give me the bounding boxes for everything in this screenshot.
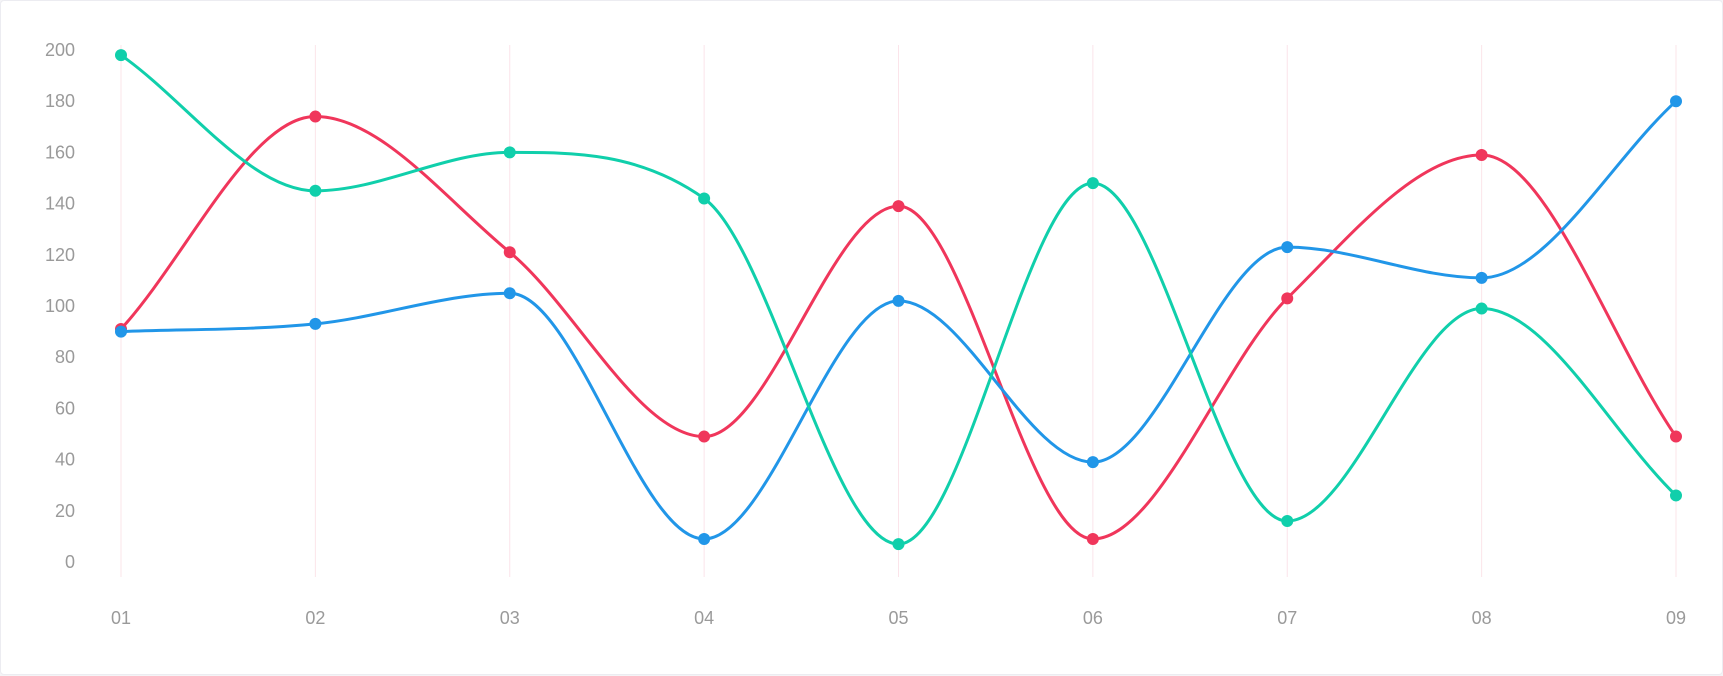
x-tick-label: 09 xyxy=(1666,608,1686,628)
series-2-point-05[interactable] xyxy=(892,294,905,307)
series-3-point-05[interactable] xyxy=(892,538,905,551)
series-2 xyxy=(115,95,1682,545)
y-tick-label: 20 xyxy=(55,501,75,521)
series-2-point-06[interactable] xyxy=(1086,456,1099,469)
x-tick-label: 05 xyxy=(888,608,908,628)
series-3-point-04[interactable] xyxy=(698,192,711,205)
series-3-point-03[interactable] xyxy=(503,146,516,159)
series-1-point-09[interactable] xyxy=(1670,430,1682,443)
series-1-point-08[interactable] xyxy=(1475,148,1488,161)
series-1-point-07[interactable] xyxy=(1281,292,1294,305)
series-1-point-02[interactable] xyxy=(309,110,322,123)
x-tick-label: 08 xyxy=(1472,608,1492,628)
series-3-point-07[interactable] xyxy=(1281,515,1294,528)
x-tick-label: 03 xyxy=(500,608,520,628)
series-2-point-03[interactable] xyxy=(503,287,516,300)
series-3-point-08[interactable] xyxy=(1475,302,1488,315)
y-tick-label: 120 xyxy=(45,245,75,265)
x-axis: 01 02 03 04 05 06 07 08 09 xyxy=(111,608,1686,628)
y-tick-label: 160 xyxy=(45,142,75,162)
x-tick-label: 04 xyxy=(694,608,714,628)
series-2-point-04[interactable] xyxy=(698,532,711,545)
x-tick-label: 06 xyxy=(1083,608,1103,628)
y-axis: 0 20 40 60 80 100 120 140 160 180 200 xyxy=(45,40,75,572)
series-3-line xyxy=(119,53,1678,546)
y-tick-label: 40 xyxy=(55,450,75,470)
series-2-point-01[interactable] xyxy=(115,325,127,338)
series-2-point-07[interactable] xyxy=(1281,241,1294,254)
series-3-point-01[interactable] xyxy=(115,49,127,62)
y-tick-label: 60 xyxy=(55,398,75,418)
x-tick-label: 02 xyxy=(305,608,325,628)
series-3-point-02[interactable] xyxy=(309,184,322,197)
series-1-point-04[interactable] xyxy=(698,430,711,443)
x-tick-label: 01 xyxy=(111,608,131,628)
x-tick-label: 07 xyxy=(1277,608,1297,628)
series-3 xyxy=(115,49,1682,551)
series-2-point-08[interactable] xyxy=(1475,271,1488,284)
series-2-point-02[interactable] xyxy=(309,317,322,330)
y-tick-label: 140 xyxy=(45,194,75,214)
series-1-point-05[interactable] xyxy=(892,200,905,213)
y-tick-label: 200 xyxy=(45,40,75,60)
y-tick-label: 0 xyxy=(65,552,75,572)
series-1-line xyxy=(119,115,1678,541)
series-1-point-03[interactable] xyxy=(503,246,516,259)
series-group xyxy=(115,49,1682,551)
grid-lines xyxy=(120,45,1677,577)
series-3-point-09[interactable] xyxy=(1670,489,1682,502)
series-2-point-09[interactable] xyxy=(1670,95,1682,108)
y-tick-label: 180 xyxy=(45,91,75,111)
y-tick-label: 100 xyxy=(45,296,75,316)
series-1-point-06[interactable] xyxy=(1086,532,1099,545)
y-tick-label: 80 xyxy=(55,347,75,367)
series-3-point-06[interactable] xyxy=(1086,177,1099,190)
